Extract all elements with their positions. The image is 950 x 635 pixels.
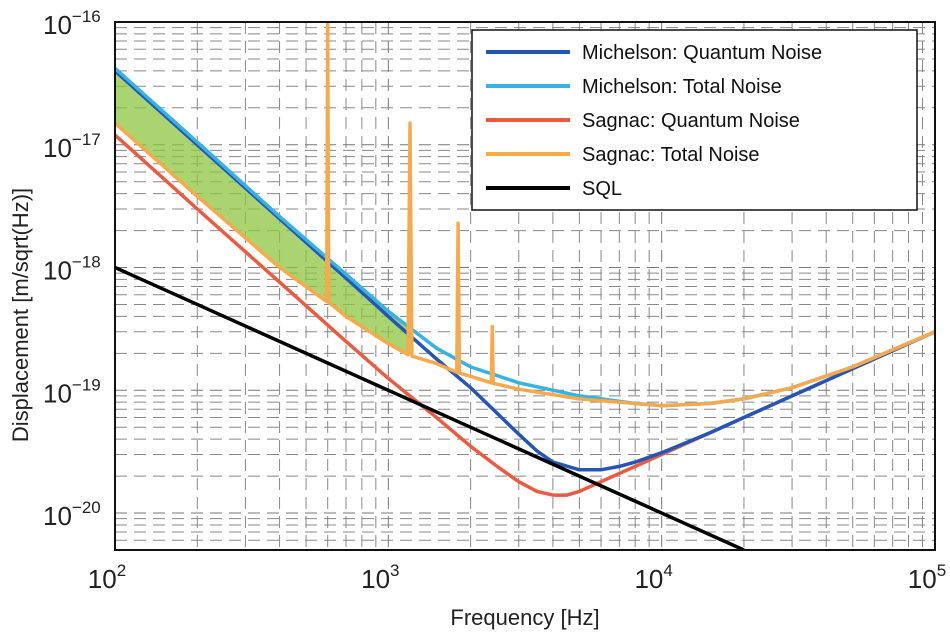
x-tick-label: 103: [361, 561, 399, 594]
x-tick-label: 102: [88, 561, 126, 594]
legend-label: Sagnac: Quantum Noise: [582, 110, 800, 132]
legend-label: Michelson: Total Noise: [582, 76, 782, 98]
legend: Michelson: Quantum Noise Michelson: Total…: [472, 30, 917, 210]
legend-label: Michelson: Quantum Noise: [582, 42, 822, 64]
legend-label: Sagnac: Total Noise: [582, 144, 760, 166]
legend-label: SQL: [582, 178, 622, 200]
x-axis-label: Frequency [Hz]: [450, 605, 599, 630]
x-tick-label: 104: [634, 561, 672, 594]
x-tick-label: 105: [908, 561, 946, 594]
y-tick-label: 10−16: [43, 7, 101, 40]
y-tick-label: 10−19: [43, 375, 101, 408]
y-tick-label: 10−20: [43, 498, 101, 531]
y-axis-label: Displacement [m/sqrt(Hz)]: [8, 188, 33, 442]
y-tick-label: 10−18: [43, 253, 101, 286]
y-tick-label: 10−17: [43, 130, 101, 163]
